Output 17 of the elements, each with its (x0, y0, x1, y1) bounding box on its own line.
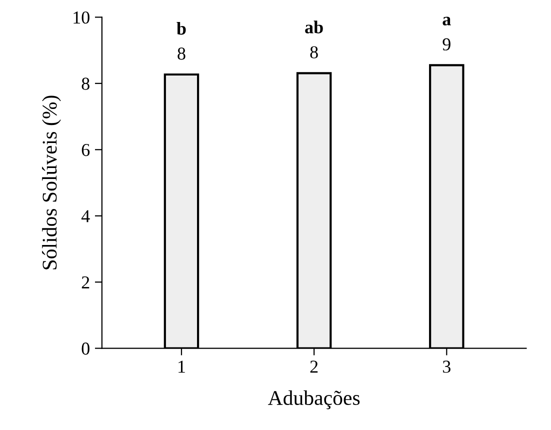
annotation: a (442, 16, 451, 26)
y-tick-label: 2 (82, 276, 90, 288)
y-axis-title: Sólidos Solúveis (%) (42, 96, 61, 270)
x-tick-label: 1 (178, 360, 185, 373)
y-tick-label: 0 (82, 342, 90, 355)
annotation: ab (305, 20, 323, 34)
y-tick-label: 10 (74, 11, 90, 24)
data-label: 8 (310, 46, 318, 58)
data-label: 9 (442, 38, 450, 50)
x-tick-label: 3 (443, 360, 450, 373)
y-tick-label: 8 (82, 78, 90, 90)
annotation: b (176, 22, 186, 35)
y-tick-label: 4 (81, 210, 90, 222)
y-tick-label: 6 (82, 144, 90, 156)
x-axis-title: Adubações (268, 390, 360, 410)
x-tick-label: 2 (310, 360, 318, 373)
data-label: 8 (178, 48, 186, 60)
